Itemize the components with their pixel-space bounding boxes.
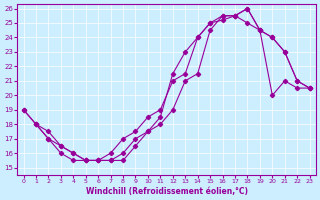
X-axis label: Windchill (Refroidissement éolien,°C): Windchill (Refroidissement éolien,°C) [85, 187, 248, 196]
